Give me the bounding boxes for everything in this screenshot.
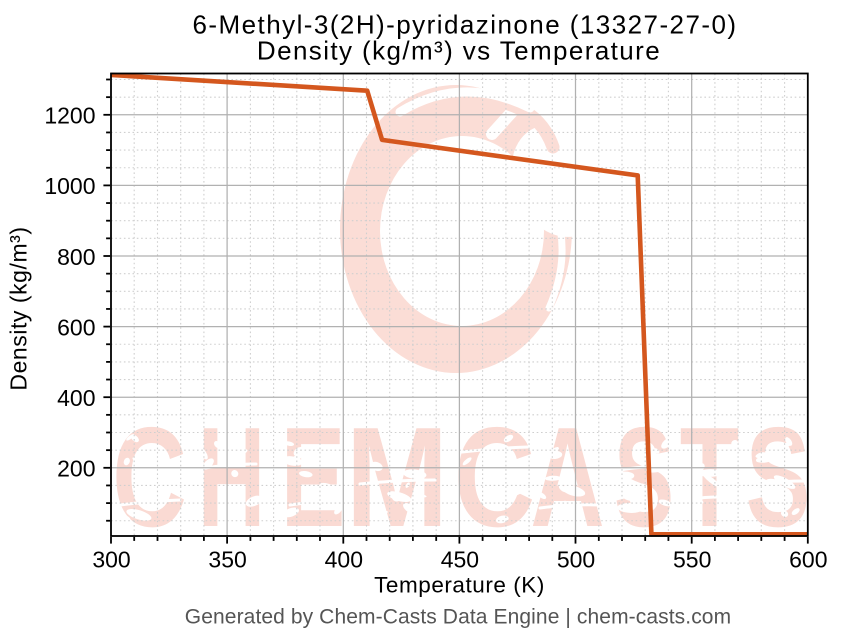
svg-text:400: 400 [57,385,95,411]
svg-text:300: 300 [92,547,130,573]
svg-text:Density (kg/m³): Density (kg/m³) [6,226,32,390]
svg-text:600: 600 [789,547,827,573]
svg-text:E: E [281,398,346,557]
svg-text:6-Methyl-3(2H)-pyridazinone (1: 6-Methyl-3(2H)-pyridazinone (13327-27-0) [193,10,738,40]
svg-text:Density (kg/m³) vs Temperature: Density (kg/m³) vs Temperature [257,36,661,66]
svg-text:H: H [198,398,266,557]
svg-text:1200: 1200 [44,103,95,129]
svg-text:M: M [346,399,449,557]
svg-text:350: 350 [208,547,246,573]
svg-text:Temperature (K): Temperature (K) [374,572,545,597]
svg-text:200: 200 [57,456,95,482]
svg-text:450: 450 [441,547,479,573]
svg-text:C: C [454,399,535,557]
svg-text:600: 600 [57,314,95,340]
svg-text:400: 400 [325,547,363,573]
svg-text:Generated by Chem-Casts Data E: Generated by Chem-Casts Data Engine | ch… [185,606,731,629]
svg-text:A: A [530,399,604,557]
svg-text:1000: 1000 [44,173,95,199]
svg-text:500: 500 [557,547,595,573]
svg-text:C: C [112,399,187,557]
svg-text:550: 550 [673,547,711,573]
svg-text:800: 800 [57,244,95,270]
